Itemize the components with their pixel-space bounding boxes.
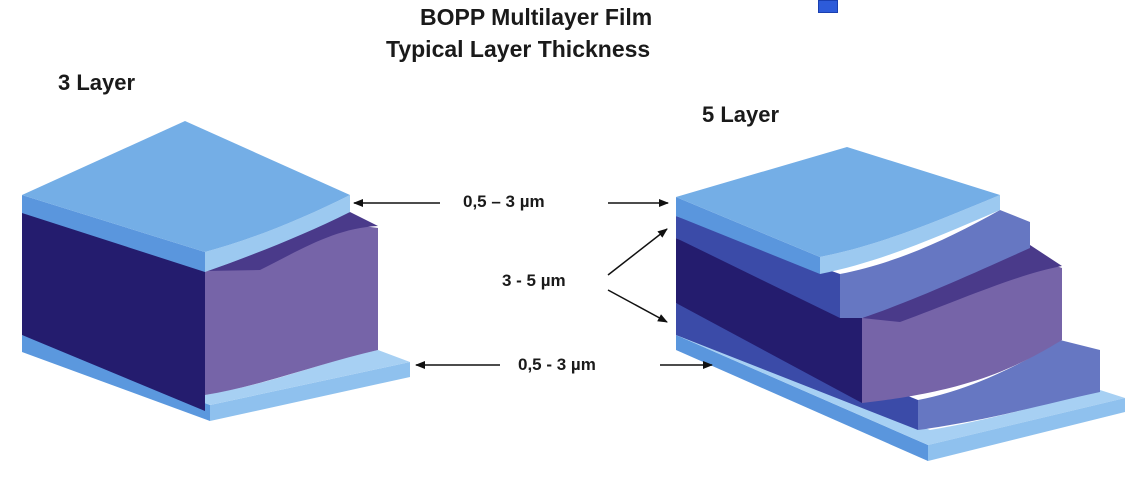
five-bottom-skin-top — [676, 320, 1125, 445]
five-layer-block — [676, 147, 1125, 461]
bottom-skin-front — [22, 335, 210, 421]
corner-tab-icon — [818, 0, 838, 13]
top-skin-front — [22, 195, 205, 272]
five-top-skin-front — [676, 197, 820, 274]
arrow-tie-up — [607, 228, 668, 276]
core-front — [22, 212, 205, 411]
five-core-step-top — [862, 245, 1062, 322]
five-core-side — [862, 250, 1062, 403]
three-layer-label: 3 Layer — [58, 70, 136, 95]
arrow-tie-down — [607, 289, 668, 323]
skin-layer-thickness-bottom: 0,5 - 3 µm — [518, 355, 596, 374]
top-skin-top — [22, 121, 350, 252]
five-top-tie-front — [676, 216, 840, 318]
five-top-skin-side — [820, 195, 1000, 274]
diagram-title-line1: BOPP Multilayer Film — [420, 4, 653, 30]
five-bottom-tie-side — [918, 340, 1100, 430]
skin-layer-thickness-top: 0,5 – 3 µm — [463, 192, 545, 211]
diagram-title-line2: Typical Layer Thickness — [386, 36, 651, 62]
five-top-skin-top — [676, 147, 1000, 257]
five-core-front — [676, 238, 862, 403]
bottom-skin-top — [22, 328, 410, 405]
tie-layer-thickness: 3 - 5 µm — [502, 271, 566, 290]
five-bottom-skin-front — [676, 335, 928, 461]
three-layer-block — [22, 121, 410, 421]
five-top-tie-side — [840, 210, 1030, 318]
five-bottom-skin-side — [928, 398, 1125, 461]
bottom-skin-side — [210, 362, 410, 421]
dimension-arrows — [353, 199, 713, 369]
core-step-top — [205, 212, 378, 271]
top-skin-side — [205, 195, 350, 272]
five-layer-label: 5 Layer — [702, 102, 780, 127]
